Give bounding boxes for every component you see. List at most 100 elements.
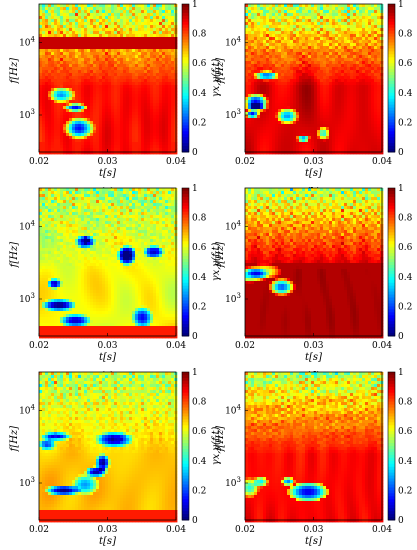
heatmap-cell (84, 115, 88, 119)
heatmap-cell (251, 88, 255, 92)
heatmap-cell (150, 31, 154, 35)
heatmap-cell (353, 28, 357, 32)
heatmap-cell (60, 194, 64, 198)
heatmap-cell (359, 43, 363, 47)
heatmap-cell (299, 73, 303, 77)
heatmap-cell (257, 13, 261, 17)
heatmap-cell (329, 115, 333, 119)
heatmap-cell (129, 49, 133, 53)
heatmap-cell (281, 34, 285, 38)
heatmap-cell (284, 61, 288, 65)
heatmap-cell (147, 25, 151, 29)
heatmap-cell (272, 34, 276, 38)
heatmap-cell (72, 197, 76, 201)
heatmap-cell (120, 191, 124, 195)
heatmap-cell (93, 58, 97, 62)
heatmap-cell (320, 142, 324, 146)
heatmap-cell (147, 7, 151, 11)
heatmap-cell (332, 67, 336, 71)
heatmap-cell (111, 67, 115, 71)
heatmap-cell (84, 124, 88, 128)
heatmap-cell (326, 13, 330, 17)
heatmap-cell (350, 34, 354, 38)
heatmap-cell (63, 22, 67, 26)
heatmap-cell (72, 145, 76, 149)
heatmap-cell (42, 127, 46, 131)
heatmap-cell (171, 103, 175, 107)
x-tick-label: 0.02 (235, 157, 255, 167)
heatmap-cell (341, 145, 345, 149)
heatmap-cell (66, 37, 70, 41)
heatmap-cell (347, 142, 351, 146)
heatmap-cell (245, 130, 249, 134)
heatmap-cell (45, 34, 49, 38)
heatmap-cell (87, 19, 91, 23)
heatmap-cell (278, 124, 282, 128)
heatmap-cell (314, 148, 318, 152)
heatmap-cell (72, 115, 76, 119)
heatmap-cell (129, 115, 133, 119)
colorbar-swatch (182, 86, 189, 91)
heatmap-cell (359, 124, 363, 128)
heatmap-cell (138, 197, 142, 201)
heatmap-cell (114, 103, 118, 107)
heatmap-cell (281, 142, 285, 146)
heatmap-cell (93, 130, 97, 134)
heatmap-cell (171, 10, 175, 14)
heatmap-cell (135, 139, 139, 143)
heatmap-cell (374, 4, 378, 8)
heatmap-cell (153, 40, 157, 44)
heatmap-cell (356, 49, 360, 53)
heatmap-cell (45, 49, 49, 53)
heatmap-cell (329, 10, 333, 14)
heatmap-cell (347, 76, 351, 80)
heatmap-cell (90, 58, 94, 62)
heatmap-cell (165, 97, 169, 101)
heatmap-cell (132, 43, 136, 47)
heatmap-cell (147, 127, 151, 131)
heatmap-cell (57, 43, 61, 47)
heatmap-cell (66, 58, 70, 62)
heatmap-cell (57, 148, 61, 152)
heatmap-cell (290, 127, 294, 131)
heatmap-cell (162, 43, 166, 47)
heatmap-cell (353, 37, 357, 41)
heatmap-cell (75, 136, 79, 140)
heatmap-cell (84, 55, 88, 59)
heatmap-cell (368, 148, 372, 152)
heatmap-cell (57, 34, 61, 38)
heatmap-cell (311, 145, 315, 149)
heatmap-cell (275, 130, 279, 134)
heatmap-cell (147, 82, 151, 86)
heatmap-cell (362, 52, 366, 56)
heatmap-cell (305, 145, 309, 149)
heatmap-cell (45, 142, 49, 146)
heatmap-cell (120, 85, 124, 89)
heatmap-cell (102, 7, 106, 11)
heatmap-cell (126, 37, 130, 41)
heatmap-cell (362, 121, 366, 125)
heatmap-cell (99, 28, 103, 32)
heatmap-cell (356, 43, 360, 47)
heatmap-cell (245, 73, 249, 77)
colorbar-swatch (388, 101, 395, 106)
heatmap-cell (81, 127, 85, 131)
heatmap-cell (111, 7, 115, 11)
heatmap-cell (251, 4, 255, 8)
heatmap-cell (54, 151, 58, 155)
heatmap-cell (45, 139, 49, 143)
heatmap-cell (314, 136, 318, 140)
heatmap-cell (111, 46, 115, 50)
heatmap-cell (269, 40, 273, 44)
heatmap-cell (344, 7, 348, 11)
heatmap-cell (171, 139, 175, 143)
heatmap-cell (84, 25, 88, 29)
heatmap-cell (96, 73, 100, 77)
heatmap-cell (299, 70, 303, 74)
heatmap-cell (141, 148, 145, 152)
heatmap-cell (96, 91, 100, 95)
heatmap-cell (99, 97, 103, 101)
heatmap-cell (147, 133, 151, 137)
heatmap-cell (317, 19, 321, 23)
heatmap-cell (359, 88, 363, 92)
